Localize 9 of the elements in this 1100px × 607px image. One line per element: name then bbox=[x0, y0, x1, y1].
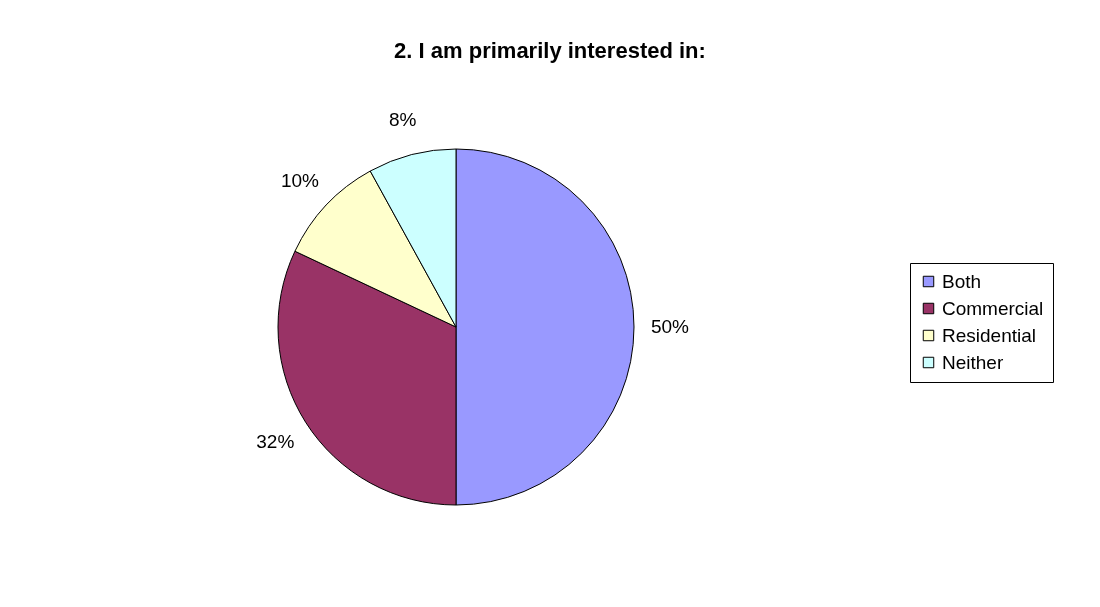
legend-label: Commercial bbox=[942, 297, 1044, 319]
legend-label: Residential bbox=[942, 324, 1036, 346]
data-label: 8% bbox=[389, 108, 417, 130]
legend-label: Neither bbox=[942, 351, 1004, 373]
legend-label: Both bbox=[942, 270, 982, 292]
chart-title: 2. I am primarily interested in: bbox=[394, 38, 706, 63]
data-label: 50% bbox=[650, 316, 690, 337]
data-label: 10% bbox=[280, 169, 320, 191]
data-label: 32% bbox=[256, 430, 295, 452]
